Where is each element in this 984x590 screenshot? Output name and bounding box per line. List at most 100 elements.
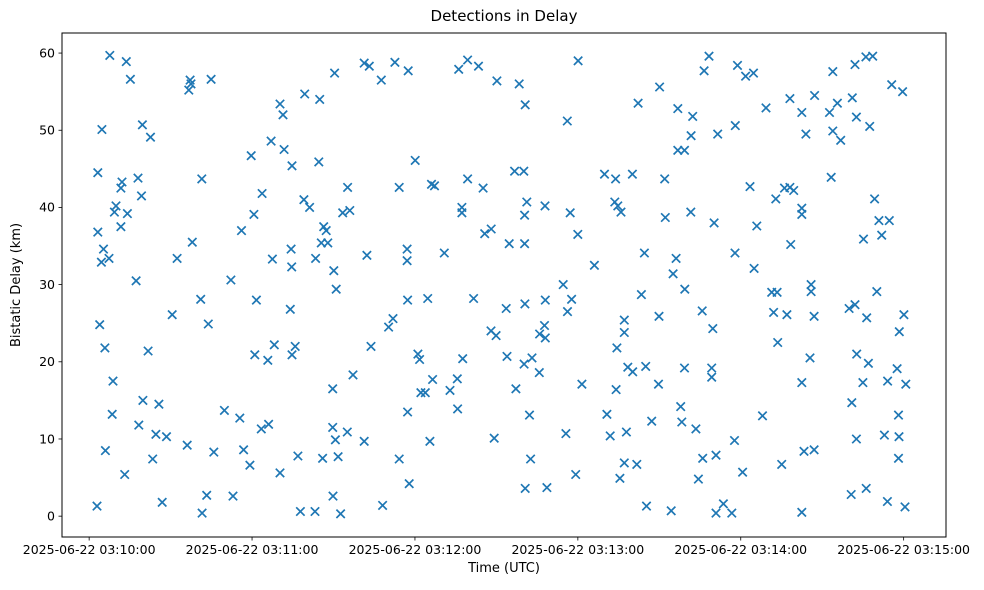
scatter-marker: [785, 239, 796, 250]
scatter-marker: [605, 431, 616, 441]
scatter-marker: [602, 409, 612, 420]
scatter-marker: [394, 182, 405, 193]
chart-title: Detections in Delay: [430, 7, 578, 25]
scatter-marker: [832, 98, 843, 109]
scatter-marker: [796, 209, 807, 220]
y-tick-label: 20: [39, 354, 55, 369]
scatter-marker: [693, 474, 704, 484]
scatter-marker: [809, 311, 819, 322]
scatter-marker: [824, 107, 835, 118]
scatter-marker: [92, 227, 103, 237]
scatter-marker: [147, 454, 158, 464]
scatter-marker: [900, 379, 911, 390]
scatter-marker: [726, 508, 737, 518]
y-tick-label: 40: [39, 200, 55, 215]
scatter-marker: [718, 498, 729, 509]
scatter-marker: [96, 257, 107, 268]
scatter-marker: [116, 221, 126, 232]
scatter-marker: [402, 295, 413, 305]
scatter-marker: [131, 275, 141, 286]
scatter-marker: [519, 238, 530, 249]
scatter-marker: [376, 75, 387, 85]
scatter-marker: [697, 453, 708, 464]
scatter-marker: [534, 367, 545, 378]
scatter-marker: [390, 57, 400, 68]
scatter-marker: [196, 174, 207, 184]
scatter-marker: [540, 333, 551, 343]
scatter-marker: [861, 312, 872, 323]
scatter-marker: [768, 307, 779, 318]
scatter-marker: [573, 55, 583, 66]
scatter-marker: [799, 446, 809, 457]
scatter-marker: [109, 207, 120, 217]
scatter-marker: [321, 225, 332, 236]
scatter-marker: [809, 444, 819, 455]
scatter-marker: [327, 383, 338, 394]
scatter-marker: [686, 130, 696, 141]
scatter-marker: [893, 410, 904, 420]
scatter-marker: [520, 99, 531, 110]
scatter-marker: [788, 185, 799, 196]
scatter-marker: [668, 268, 678, 279]
scatter-marker: [133, 173, 143, 183]
scatter-marker: [246, 150, 257, 161]
scatter-marker: [558, 279, 569, 290]
scatter-marker: [133, 420, 144, 430]
scatter-marker: [226, 275, 236, 285]
scatter-marker: [429, 180, 440, 191]
scatter-marker: [295, 506, 306, 517]
scatter-marker: [801, 129, 811, 139]
scatter-marker: [489, 433, 500, 444]
scatter-marker: [892, 363, 902, 374]
scatter-marker: [679, 363, 690, 373]
scatter-marker: [615, 473, 625, 484]
scatter-marker: [402, 244, 412, 254]
scatter-marker: [228, 491, 238, 501]
scatter-marker: [462, 174, 473, 184]
scatter-marker: [846, 489, 857, 500]
scatter-marker: [884, 215, 895, 226]
scatter-marker: [826, 172, 837, 183]
scatter-marker: [858, 377, 868, 388]
scatter-marker: [183, 85, 194, 95]
scatter-marker: [410, 155, 421, 166]
scatter-marker: [299, 89, 310, 99]
y-tick-label: 0: [47, 508, 55, 523]
scatter-marker: [121, 56, 132, 67]
scatter-marker: [501, 303, 512, 314]
scatter-marker: [863, 358, 874, 369]
scatter-marker: [850, 299, 860, 310]
scatter-marker: [886, 79, 897, 90]
scatter-marker: [711, 450, 721, 461]
scatter-marker: [97, 124, 107, 135]
scatter-marker: [646, 416, 657, 427]
scatter-marker: [672, 103, 683, 114]
scatter-marker: [876, 230, 887, 241]
scatter-marker: [740, 71, 751, 82]
scatter-marker: [858, 234, 869, 244]
scatter-marker: [704, 51, 714, 62]
scatter-marker: [342, 427, 353, 437]
scatter-marker: [709, 218, 719, 228]
scatter-marker: [285, 304, 296, 315]
scatter-marker: [122, 208, 133, 219]
scatter-marker: [452, 404, 463, 414]
scatter-marker: [809, 90, 820, 101]
scatter-marker: [748, 68, 759, 78]
scatter-marker: [359, 58, 370, 68]
scatter-marker: [511, 383, 521, 394]
scatter-marker: [473, 61, 484, 72]
scatter-marker: [420, 387, 431, 398]
scatter-marker: [263, 419, 274, 430]
x-tick-label: 2025-06-22 03:11:00: [186, 542, 319, 557]
scatter-marker: [697, 306, 708, 316]
scatter-marker: [416, 387, 426, 398]
scatter-marker: [520, 299, 530, 309]
scatter-marker: [749, 263, 759, 274]
scatter-marker: [328, 491, 338, 501]
scatter-marker: [154, 399, 164, 410]
scatter-marker: [206, 74, 216, 85]
scatter-marker: [730, 248, 740, 258]
scatter-marker: [286, 244, 296, 254]
